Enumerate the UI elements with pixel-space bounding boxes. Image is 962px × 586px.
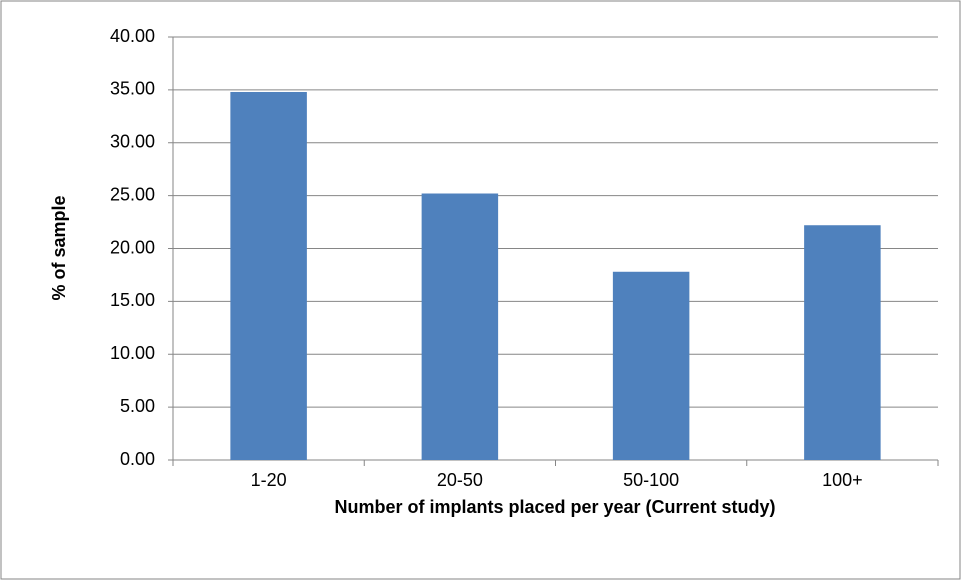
x-tick-label: 1-20 bbox=[251, 470, 287, 490]
x-tick-label: 20-50 bbox=[437, 470, 483, 490]
y-tick-label: 35.00 bbox=[110, 79, 155, 99]
y-tick-label: 0.00 bbox=[120, 449, 155, 469]
y-tick-label: 40.00 bbox=[110, 26, 155, 46]
y-tick-label: 20.00 bbox=[110, 237, 155, 257]
bar bbox=[421, 193, 499, 460]
x-axis-title: Number of implants placed per year (Curr… bbox=[334, 497, 775, 517]
y-tick-label: 5.00 bbox=[120, 396, 155, 416]
bar bbox=[230, 91, 307, 461]
y-tick-label: 25.00 bbox=[110, 184, 155, 204]
bar bbox=[804, 225, 881, 460]
y-tick-label: 30.00 bbox=[110, 132, 155, 152]
x-tick-label: 50-100 bbox=[623, 470, 679, 490]
x-tick-label: 100+ bbox=[822, 470, 863, 490]
y-tick-label: 10.00 bbox=[110, 343, 155, 363]
bar bbox=[612, 271, 690, 460]
y-tick-label: 15.00 bbox=[110, 290, 155, 310]
y-axis-title: % of sample bbox=[49, 195, 69, 300]
